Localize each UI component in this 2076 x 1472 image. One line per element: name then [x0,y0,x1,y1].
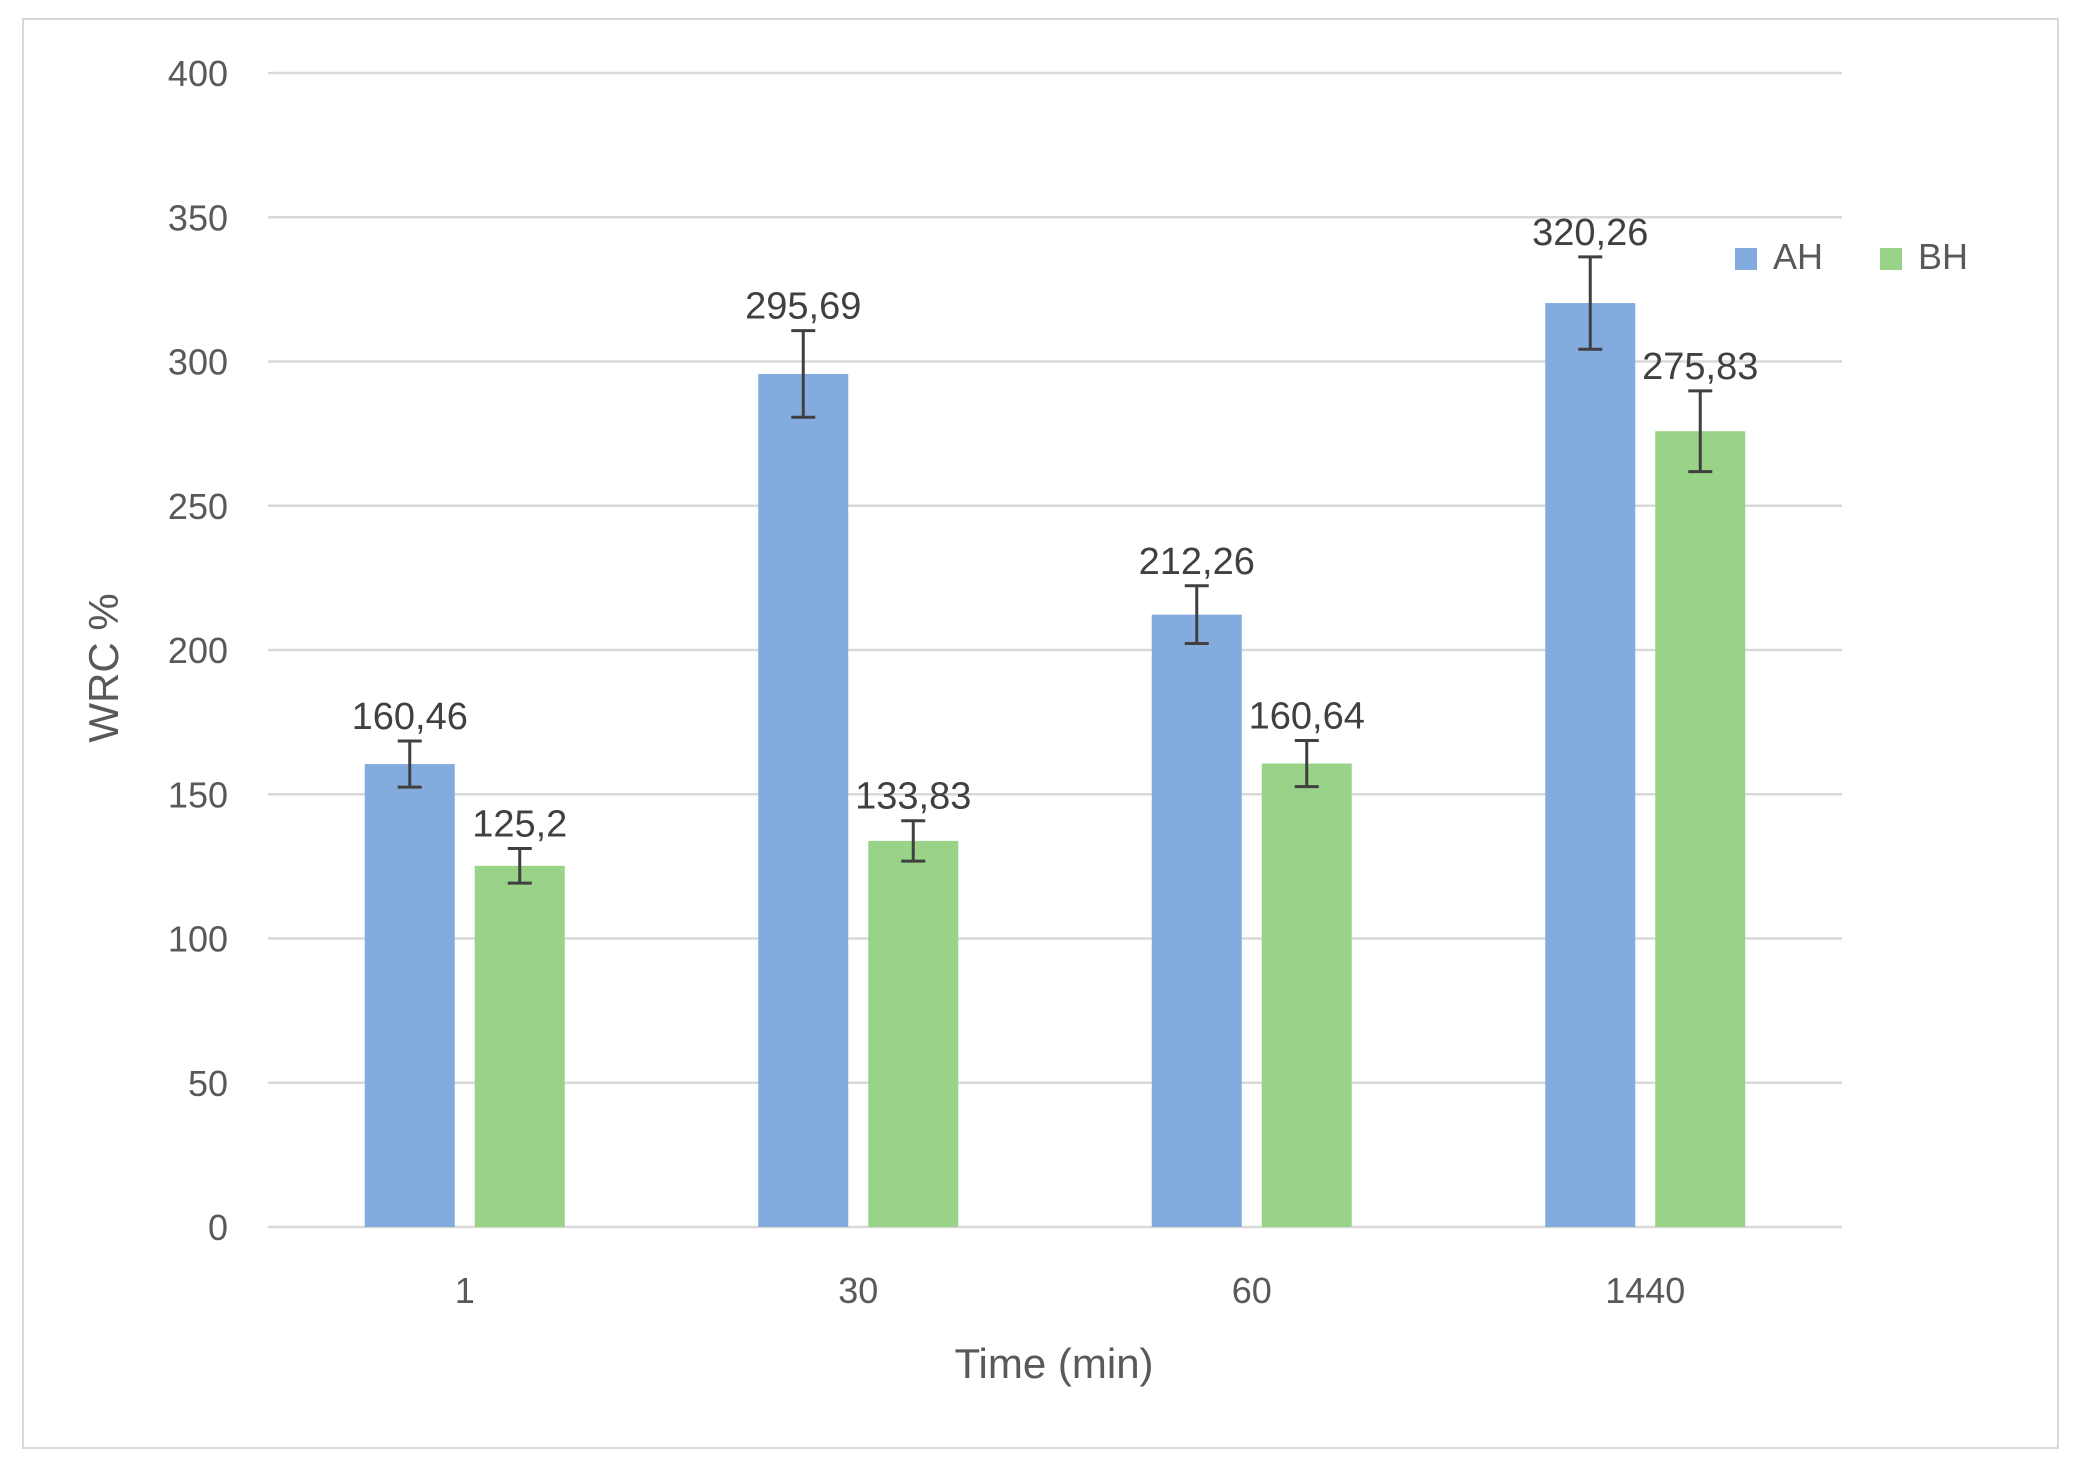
error-bar-BH-1 [507,846,532,885]
bars [364,303,1746,1228]
data-label-AH-60: 212,26 [1139,541,1255,583]
data-label-AH-1: 160,46 [352,696,468,738]
y-tick-label: 0 [208,1207,228,1248]
y-tick-label: 300 [168,342,228,383]
y-tick-label: 150 [168,774,228,815]
y-tick-labels: 0 50 100 150 200 250 300 350 400 [168,53,228,1248]
data-label-BH-30: 133,83 [855,776,971,818]
data-label-AH-30: 295,69 [745,286,861,328]
bar-BH-1 [474,865,565,1227]
error-bar-AH-1 [397,739,422,789]
bar-AH-30 [758,373,849,1228]
bar-BH-30 [868,840,959,1227]
error-bar-AH-60 [1184,584,1209,645]
data-label-BH-60: 160,64 [1249,695,1365,737]
data-label-BH-1440: 275,83 [1642,346,1758,388]
x-tick-label: 30 [838,1270,878,1311]
bar-AH-1 [364,764,455,1227]
data-label-BH-1: 125,2 [472,803,567,845]
y-axis-title: WRC % [80,593,127,742]
legend-label-AH: AH [1773,236,1823,277]
error-bar-BH-30 [901,819,926,863]
y-tick-label: 100 [168,919,228,960]
error-bar-AH-30 [791,329,816,419]
data-label-AH-1440: 320,26 [1532,212,1648,254]
legend-swatch-BH [1880,248,1902,270]
error-bar-AH-1440 [1578,255,1603,351]
bar-BH-60 [1261,763,1352,1227]
error-bar-BH-60 [1294,738,1319,789]
error-bar-BH-1440 [1688,389,1713,474]
bar-AH-60 [1151,614,1242,1227]
y-tick-label: 250 [168,486,228,527]
x-tick-label: 1 [455,1270,475,1311]
x-tick-label: 1440 [1605,1270,1685,1311]
legend-label-BH: BH [1918,236,1968,277]
y-tick-label: 350 [168,197,228,238]
x-tick-labels: 1 30 60 1440 [455,1270,1686,1311]
bar-AH-1440 [1545,303,1636,1227]
x-axis-title: Time (min) [954,1340,1153,1387]
bar-BH-1440 [1655,431,1746,1227]
legend: AH BH [1735,236,1968,277]
error-bars [397,255,1713,885]
data-labels: 160,46 125,2 295,69 133,83 212,26 160,64 320,2… [352,212,1759,846]
y-tick-label: 200 [168,630,228,671]
y-tick-label: 50 [188,1063,228,1104]
x-tick-label: 60 [1232,1270,1272,1311]
y-tick-label: 400 [168,53,228,94]
legend-swatch-AH [1735,248,1757,270]
